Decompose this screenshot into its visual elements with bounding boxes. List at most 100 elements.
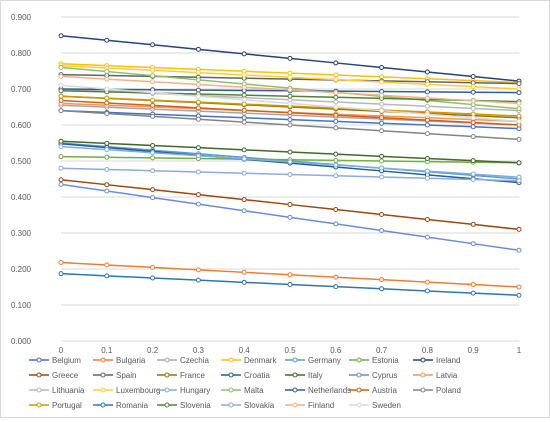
legend-item: Ireland bbox=[413, 356, 460, 365]
data-point bbox=[333, 118, 339, 124]
data-point bbox=[333, 60, 339, 66]
series-finland bbox=[58, 73, 522, 106]
data-point bbox=[287, 202, 293, 208]
data-point bbox=[470, 282, 476, 288]
data-point bbox=[58, 88, 64, 94]
y-axis: 0.000 0.100 0.200 0.300 0.400 0.500 0.600 0.700… bbox=[11, 13, 32, 346]
legend-item: Portugal bbox=[29, 401, 82, 410]
legend-item: Bulgaria bbox=[93, 356, 146, 365]
data-point bbox=[104, 182, 110, 188]
data-point bbox=[379, 211, 385, 217]
data-point bbox=[379, 115, 385, 121]
legend-marker bbox=[36, 357, 42, 363]
data-point bbox=[241, 147, 247, 153]
legend-label: Cyprus bbox=[372, 371, 397, 380]
legend-label: Latvia bbox=[436, 371, 458, 380]
data-point bbox=[379, 174, 385, 180]
data-point bbox=[104, 37, 110, 43]
data-point bbox=[241, 197, 247, 203]
data-point bbox=[516, 106, 522, 112]
series-sweden bbox=[58, 82, 522, 124]
legend-label: France bbox=[180, 371, 205, 380]
x-tick-label: 0.3 bbox=[193, 346, 205, 355]
x-tick-label: 0.6 bbox=[330, 346, 342, 355]
data-point bbox=[241, 269, 247, 275]
data-point bbox=[150, 79, 156, 85]
data-point bbox=[104, 273, 110, 279]
y-tick-label: 0.500 bbox=[11, 157, 32, 166]
legend-item: Spain bbox=[93, 371, 136, 380]
data-point bbox=[104, 147, 110, 153]
data-point bbox=[150, 90, 156, 96]
data-point bbox=[58, 181, 64, 187]
data-point bbox=[241, 115, 247, 121]
legend-item: Estonia bbox=[349, 356, 399, 365]
legend-label: Belgium bbox=[52, 356, 81, 365]
data-point bbox=[58, 260, 64, 266]
legend-marker bbox=[228, 372, 234, 378]
legend-label: Germany bbox=[308, 356, 341, 365]
data-point bbox=[424, 216, 430, 222]
data-point bbox=[104, 95, 110, 101]
data-point bbox=[287, 214, 293, 220]
series-slovakia bbox=[58, 165, 522, 184]
data-point bbox=[379, 79, 385, 85]
legend-label: Lithuania bbox=[52, 386, 85, 395]
data-point bbox=[150, 97, 156, 103]
data-point bbox=[379, 108, 385, 114]
legend-item: Hungary bbox=[157, 386, 210, 395]
legend-item: Denmark bbox=[221, 356, 277, 365]
data-point bbox=[195, 192, 201, 198]
data-point bbox=[379, 277, 385, 283]
data-point bbox=[470, 290, 476, 296]
data-point bbox=[379, 153, 385, 159]
data-point bbox=[58, 108, 64, 114]
data-point bbox=[333, 90, 339, 96]
legend-label: Italy bbox=[308, 371, 323, 380]
legend-marker bbox=[356, 387, 362, 393]
data-point bbox=[287, 55, 293, 61]
legend-marker bbox=[292, 402, 298, 408]
data-point bbox=[195, 153, 201, 159]
data-point bbox=[287, 122, 293, 128]
legend-item: Latvia bbox=[413, 371, 458, 380]
y-tick-label: 0.300 bbox=[11, 229, 32, 238]
data-point bbox=[104, 262, 110, 268]
data-point bbox=[150, 113, 156, 119]
data-point bbox=[287, 281, 293, 287]
data-point bbox=[195, 201, 201, 207]
x-tick-label: 0.7 bbox=[376, 346, 388, 355]
data-point bbox=[287, 159, 293, 165]
legend-label: Romania bbox=[116, 401, 149, 410]
data-point bbox=[516, 81, 522, 87]
data-point bbox=[424, 117, 430, 123]
data-point bbox=[287, 87, 293, 93]
data-point bbox=[379, 92, 385, 98]
data-point bbox=[516, 113, 522, 119]
data-point bbox=[287, 110, 293, 116]
data-point bbox=[516, 136, 522, 142]
data-point bbox=[58, 64, 64, 70]
legend-item: Poland bbox=[413, 386, 461, 395]
legend-marker bbox=[292, 357, 298, 363]
legend-label: Slovenia bbox=[180, 401, 211, 410]
data-point bbox=[470, 177, 476, 183]
legend-item: Croatia bbox=[221, 371, 270, 380]
data-point bbox=[241, 208, 247, 214]
data-point bbox=[424, 89, 430, 95]
data-point bbox=[241, 92, 247, 98]
legend-item: Slovakia bbox=[221, 401, 275, 410]
data-point bbox=[195, 87, 201, 93]
data-point bbox=[58, 33, 64, 39]
legend-marker bbox=[100, 402, 106, 408]
data-point bbox=[104, 154, 110, 160]
legend-item: Finland bbox=[285, 401, 334, 410]
data-point bbox=[195, 169, 201, 175]
data-point bbox=[333, 112, 339, 118]
legend-marker bbox=[356, 402, 362, 408]
legend-item: Germany bbox=[285, 356, 341, 365]
data-point bbox=[195, 93, 201, 99]
data-point bbox=[150, 187, 156, 193]
